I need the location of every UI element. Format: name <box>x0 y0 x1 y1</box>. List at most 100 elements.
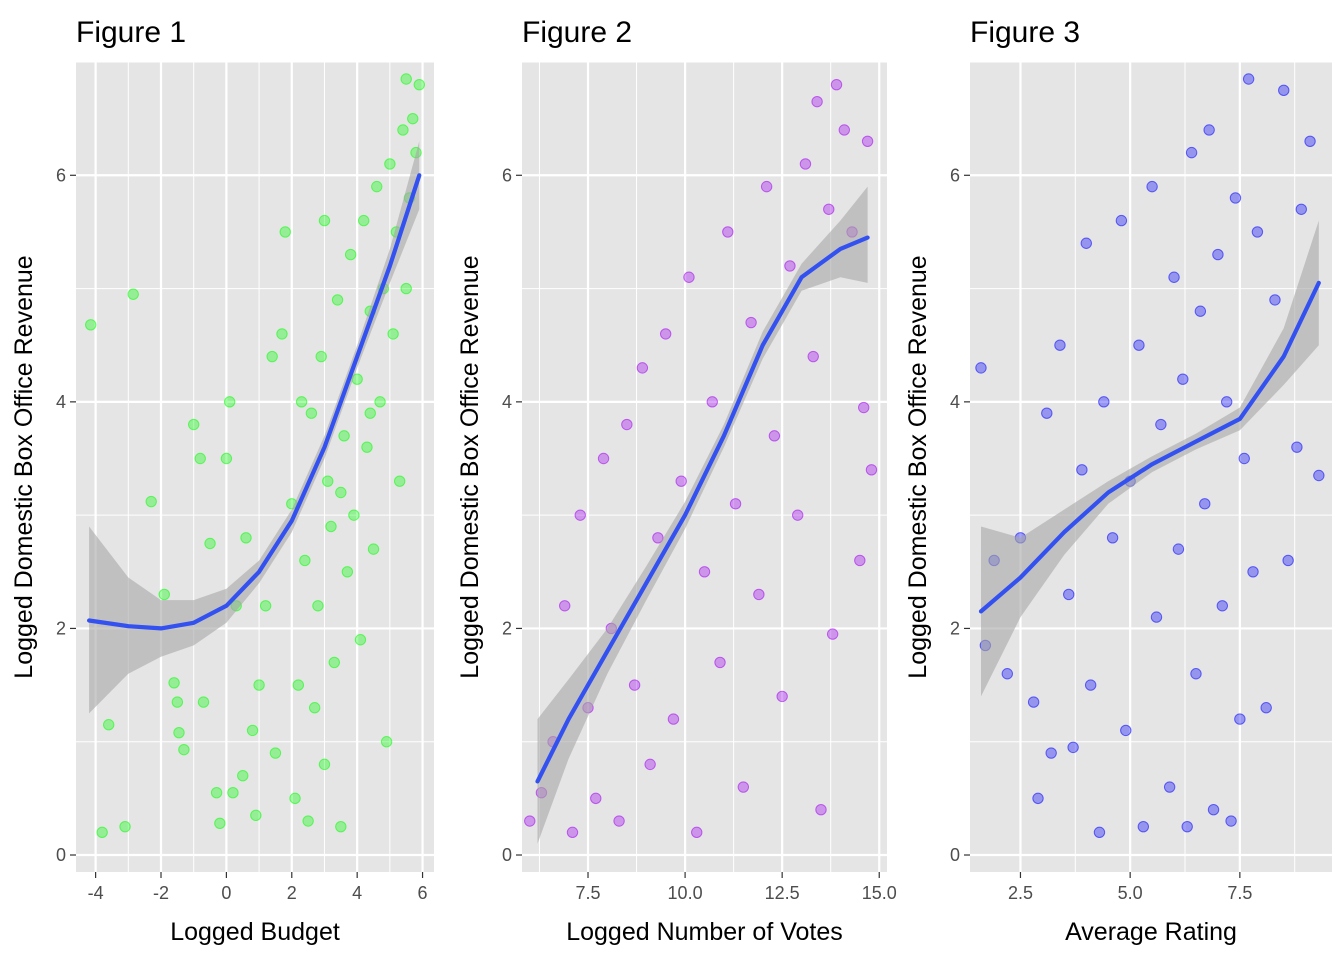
plot-panel <box>76 62 434 872</box>
x-axis-label: Logged Number of Votes <box>566 918 843 946</box>
scatter-point <box>1177 373 1189 385</box>
x-tick-label: -4 <box>88 883 104 903</box>
scatter-point <box>784 260 796 272</box>
scatter-point <box>1269 294 1281 306</box>
scatter-point <box>178 743 190 756</box>
scatter-point <box>1251 226 1264 238</box>
scatter-point <box>861 135 874 148</box>
scatter-point <box>1229 192 1242 204</box>
x-axis-label: Logged Budget <box>170 918 340 946</box>
x-tick-label: 6 <box>418 883 428 903</box>
scatter-point <box>299 554 311 567</box>
scatter-point <box>1098 396 1110 408</box>
x-tick-label: 15.0 <box>862 883 897 903</box>
scatter-point <box>826 628 839 640</box>
scatter-point <box>524 815 536 827</box>
scatter-point <box>1234 713 1246 725</box>
scatter-point <box>102 719 115 731</box>
scatter-point <box>1203 124 1215 136</box>
scatter-point <box>1185 146 1198 159</box>
scatter-point <box>1120 724 1132 737</box>
scatter-point <box>1137 820 1150 833</box>
scatter-point <box>253 679 265 691</box>
chart-2: 7.5 10.0 12.5 15.0 0 2 4 6 Figure 2 Logged Number… <box>456 16 897 946</box>
scatter-point <box>308 702 321 714</box>
scatter-point <box>1216 600 1229 612</box>
scatter-point <box>1146 180 1158 193</box>
scatter-point <box>667 713 680 725</box>
scatter-point <box>318 758 331 771</box>
scatter-point <box>393 475 406 487</box>
scatter-point <box>348 509 360 521</box>
scatter-point <box>791 509 804 521</box>
scatter-point <box>374 396 386 408</box>
scatter-point <box>745 316 757 329</box>
x-tick-label: 2.5 <box>1008 883 1033 903</box>
scatter-point <box>807 350 819 363</box>
scatter-point <box>295 396 308 408</box>
scatter-point <box>1027 696 1040 708</box>
scatter-point <box>574 509 586 521</box>
scatter-point <box>698 566 711 578</box>
x-tick-label: 2 <box>287 883 297 903</box>
confidence-ribbon <box>89 141 420 714</box>
scatter-point <box>266 350 278 363</box>
scatter-point <box>1190 668 1202 680</box>
y-tick-label: 4 <box>950 392 960 412</box>
scatter-point <box>691 826 703 839</box>
y-axis-label: Logged Domestic Box Office Revenue <box>10 255 38 678</box>
scatter-point <box>223 396 236 408</box>
y-tick-label: 4 <box>56 392 66 412</box>
scatter-point <box>305 407 318 419</box>
y-tick-label: 6 <box>502 165 512 185</box>
x-axis-label: Average Rating <box>1065 918 1237 946</box>
scatter-point <box>127 288 139 300</box>
scatter-point <box>714 656 726 669</box>
scatter-point <box>364 407 376 419</box>
chart-title: Figure 2 <box>522 16 632 49</box>
chart-title: Figure 3 <box>970 16 1080 49</box>
scatter-point <box>168 677 180 689</box>
scatter-point <box>975 362 987 374</box>
scatter-point <box>1045 747 1057 759</box>
scatter-point <box>145 495 157 508</box>
scatter-point <box>815 803 827 816</box>
scatter-point <box>1225 815 1237 827</box>
scatter-point <box>279 226 291 238</box>
scatter-point <box>237 770 249 782</box>
scatter-point <box>1172 543 1185 555</box>
scatter-point <box>1212 248 1224 261</box>
scatter-point <box>1080 237 1092 249</box>
y-tick-label: 6 <box>56 165 66 185</box>
scatter-point <box>302 815 314 827</box>
x-tick-label: 10.0 <box>668 883 703 903</box>
y-tick-label: 0 <box>56 845 66 865</box>
scatter-point <box>85 319 97 331</box>
scatter-point <box>737 781 750 793</box>
scatter-point <box>354 634 367 646</box>
scatter-point <box>173 726 185 739</box>
smooth-line <box>535 235 870 784</box>
scatter-point <box>413 78 425 91</box>
scatter-point <box>753 588 765 601</box>
scatter-point <box>400 282 412 295</box>
scatter-point <box>1054 339 1066 351</box>
scatter-point <box>1313 469 1325 482</box>
scatter-point <box>628 679 641 691</box>
y-tick-label: 4 <box>502 392 512 412</box>
scatter-point <box>358 214 370 227</box>
scatter-point <box>1220 396 1233 408</box>
x-tick-label: 4 <box>352 883 362 903</box>
scatter-point <box>1133 339 1145 351</box>
scatter-point <box>1304 135 1316 148</box>
x-tick-label: 7.5 <box>575 883 600 903</box>
scatter-point <box>729 498 742 510</box>
scatter-point <box>387 328 399 340</box>
scatter-point <box>566 826 579 839</box>
scatter-point <box>187 418 200 431</box>
scatter-point <box>250 809 262 822</box>
scatter-point <box>760 180 773 193</box>
scatter-point <box>341 566 354 578</box>
scatter-point <box>652 532 664 544</box>
scatter-point <box>858 401 870 414</box>
